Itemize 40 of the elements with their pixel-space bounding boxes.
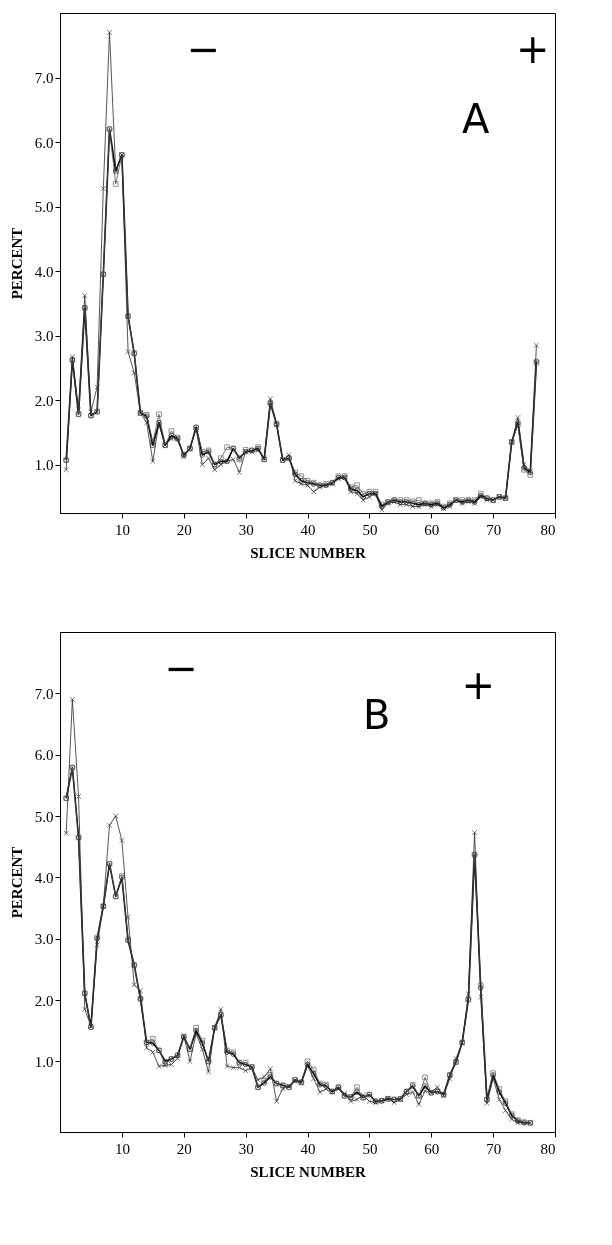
x-tick-label: 50 — [362, 1140, 378, 1157]
x-tick-label: 10 — [114, 1140, 130, 1157]
y-tick-label: 7.0 — [34, 685, 54, 702]
annotation: − — [186, 25, 221, 72]
x-tick-label: 10 — [114, 521, 130, 538]
y-tick-label: 6.0 — [34, 747, 54, 764]
annotation: − — [164, 644, 199, 691]
x-tick-label: 70 — [486, 521, 502, 538]
x-tick-label: 20 — [176, 521, 192, 538]
annotation: A — [462, 95, 491, 142]
y-axis-title: PERCENT — [8, 846, 25, 919]
y-tick-label: 7.0 — [34, 70, 54, 87]
x-tick-label: 50 — [362, 521, 378, 538]
y-tick-label: 3.0 — [34, 931, 54, 948]
x-tick-label: 40 — [300, 1140, 316, 1157]
y-tick-label: 6.0 — [34, 134, 54, 151]
y-tick-label: 5.0 — [34, 808, 54, 825]
x-tick-label: 80 — [540, 521, 556, 538]
x-tick-label: 80 — [540, 1140, 556, 1157]
x-axis-title: SLICE NUMBER — [250, 544, 366, 561]
y-tick-label: 4.0 — [34, 869, 54, 886]
y-tick-label: 1.0 — [34, 457, 54, 474]
x-tick-label: 20 — [176, 1140, 192, 1157]
x-tick-label: 60 — [424, 521, 440, 538]
annotation: B — [363, 692, 391, 738]
x-axis-title: SLICE NUMBER — [250, 1163, 366, 1180]
x-tick-label: 30 — [238, 521, 254, 538]
annotation: + — [461, 662, 496, 708]
x-tick-label: 60 — [424, 1140, 440, 1157]
y-tick-label: 2.0 — [34, 992, 54, 1009]
y-tick-label: 5.0 — [34, 199, 54, 216]
y-axis-title: PERCENT — [8, 227, 25, 300]
x-tick-label: 30 — [238, 1140, 254, 1157]
annotation: + — [515, 25, 550, 72]
y-tick-label: 1.0 — [34, 1053, 54, 1070]
x-tick-label: 70 — [486, 1140, 502, 1157]
y-tick-label: 3.0 — [34, 328, 54, 345]
y-tick-label: 2.0 — [34, 392, 54, 409]
x-tick-label: 40 — [300, 521, 316, 538]
y-tick-label: 4.0 — [34, 263, 54, 280]
